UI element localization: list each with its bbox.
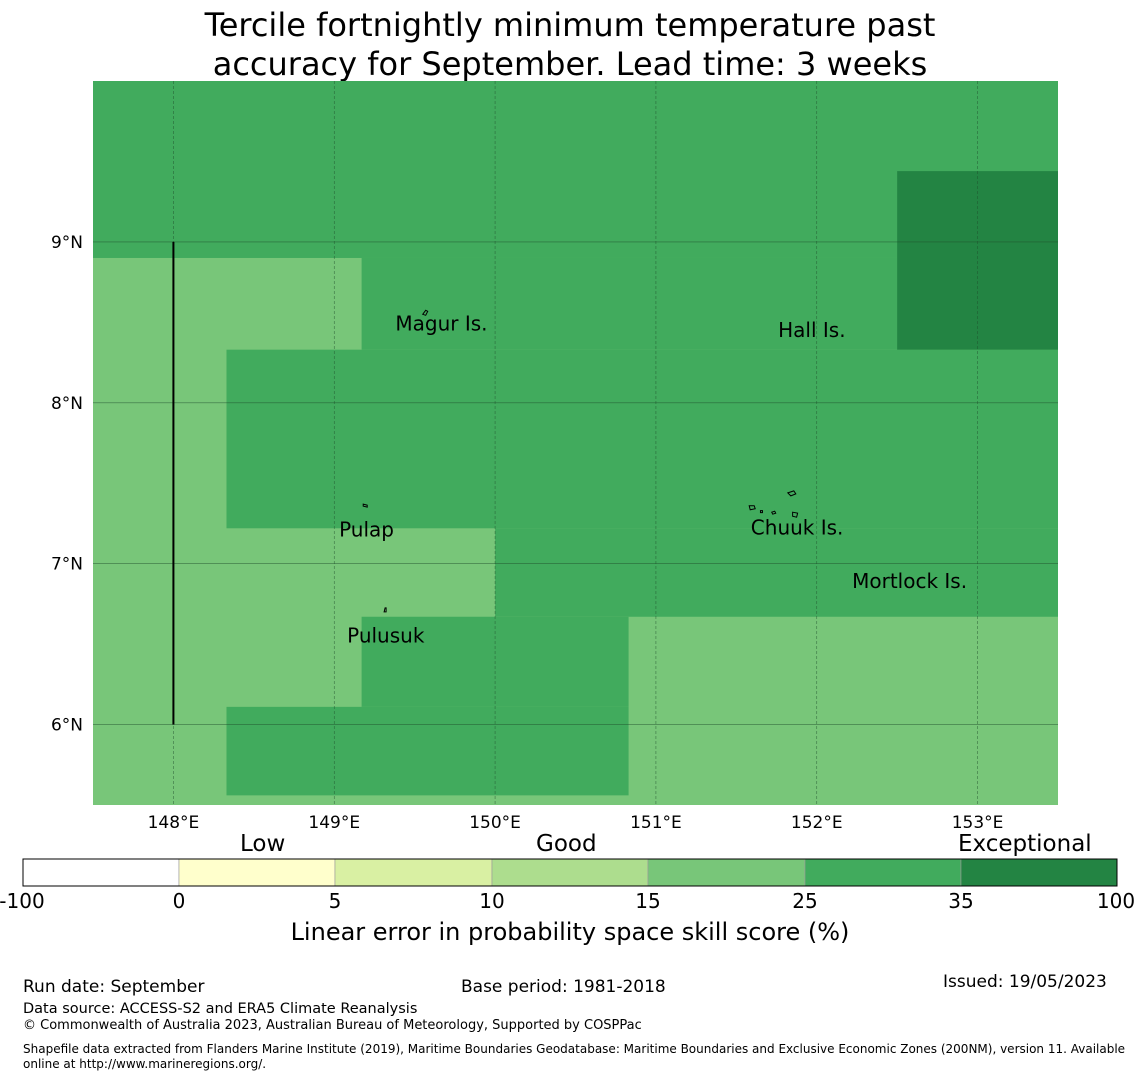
copyright: © Commonwealth of Australia 2023, Austra… (23, 1018, 642, 1033)
longitude-tick-label: 151°E (630, 813, 682, 833)
latitude-tick-label: 9°N (51, 233, 83, 253)
run-date: Run date: September (23, 977, 205, 997)
colorbar-tick: 10 (479, 889, 505, 913)
island-outline (759, 510, 763, 514)
colorbar-label: Linear error in probability space skill … (290, 918, 850, 946)
latitude-tick-label: 7°N (51, 555, 83, 575)
colorbar-swatch (804, 858, 962, 887)
shapefile-credit-line-2: online at http://www.marineregions.org/. (23, 1057, 267, 1071)
colorbar-swatch (178, 858, 336, 887)
colorbar-swatch (960, 858, 1118, 887)
island-outline (748, 505, 756, 511)
colorbar-category-exceptional: Exceptional (958, 831, 1092, 857)
skill-region (897, 171, 1058, 350)
colorbar-frame (22, 858, 1118, 887)
skill-region (495, 528, 1058, 617)
map-title-line-1: Tercile fortnightly minimum temperature … (204, 6, 936, 44)
colorbar-tick: 35 (948, 889, 974, 913)
longitude-tick-label: 148°E (148, 813, 200, 833)
data-source: Data source: ACCESS-S2 and ERA5 Climate … (23, 1001, 418, 1017)
colorbar-tick: -100 (0, 889, 45, 913)
place-label: Magur Is. (395, 311, 487, 335)
colorbar-category-low: Low (240, 831, 286, 857)
place-label: Hall Is. (778, 318, 845, 342)
issued-date: Issued: 19/05/2023 (943, 972, 1107, 992)
colorbar-swatch (491, 858, 649, 887)
colorbar-swatch (334, 858, 493, 887)
island-outline (362, 503, 368, 508)
latitude-tick-label: 8°N (51, 394, 83, 414)
map-title-line-2: accuracy for September. Lead time: 3 wee… (212, 45, 928, 83)
place-label: Pulusuk (347, 624, 425, 648)
skill-region (226, 706, 629, 796)
colorbar-tick: 100 (1096, 889, 1136, 913)
longitude-tick-label: 153°E (952, 813, 1004, 833)
island-outline (786, 490, 797, 497)
colorbar-tick: 5 (328, 889, 342, 913)
shapefile-credit-line-1: Shapefile data extracted from Flanders M… (23, 1042, 1126, 1056)
skill-region (226, 349, 1058, 529)
colorbar-swatch (647, 858, 806, 887)
base-period: Base period: 1981-2018 (461, 977, 666, 997)
map-title: Tercile fortnightly minimum temperature … (0, 6, 1140, 84)
place-label: Pulap (339, 517, 394, 541)
island-outline (421, 309, 429, 316)
longitude-tick-label: 149°E (308, 813, 360, 833)
place-label: Chuuk Is. (751, 516, 844, 540)
colorbar-tick: 15 (635, 889, 661, 913)
colorbar-category-good: Good (536, 831, 597, 857)
colorbar-swatch (22, 858, 180, 887)
longitude-tick-label: 152°E (791, 813, 843, 833)
place-label: Mortlock Is. (852, 569, 967, 593)
island-outline (383, 607, 387, 613)
island-outline (771, 510, 777, 515)
latitude-tick-label: 6°N (51, 716, 83, 736)
longitude-tick-label: 150°E (469, 813, 521, 833)
island-outline (792, 511, 799, 518)
colorbar-tick: 25 (792, 889, 818, 913)
colorbar-tick: 0 (172, 889, 186, 913)
